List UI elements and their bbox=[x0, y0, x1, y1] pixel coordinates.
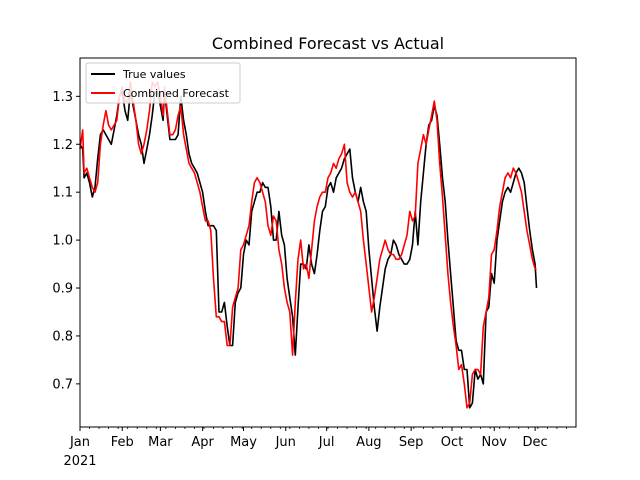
legend-box bbox=[85, 62, 241, 104]
y-tick-label: 1.0 bbox=[52, 234, 73, 249]
x-tick-label: Nov bbox=[482, 435, 508, 450]
y-tick-label: 1.3 bbox=[52, 90, 73, 105]
x-tick-label: Oct bbox=[441, 435, 463, 450]
x-tick-label: Sep bbox=[399, 435, 424, 450]
y-tick-label: 0.7 bbox=[52, 377, 73, 392]
x-tick-label: Apr bbox=[191, 435, 214, 450]
x-tick-label: Jun bbox=[275, 435, 296, 450]
y-axis: 0.7 0.8 0.9 1.0 1.1 1.2 1.3 bbox=[52, 90, 80, 392]
legend-label-true-values: True values bbox=[122, 68, 186, 81]
y-tick-label: 1.1 bbox=[52, 186, 73, 201]
x-axis: 2021 Jan Feb Mar Apr May Jun Jul Aug Sep Oct Nov De… bbox=[63, 427, 567, 469]
legend-label-combined-forecast: Combined Forecast bbox=[123, 87, 230, 100]
plot-frame bbox=[79, 57, 577, 428]
x-tick-label: Mar bbox=[148, 435, 173, 450]
x-tick-label: Jan bbox=[69, 435, 90, 450]
x-tick-label: Aug bbox=[356, 435, 381, 450]
x-tick-label: May bbox=[230, 435, 257, 450]
x-year-label: 2021 bbox=[63, 454, 96, 469]
legend: True values Combined Forecast bbox=[85, 62, 241, 104]
x-tick-label: Dec bbox=[523, 435, 548, 450]
series-group bbox=[79, 81, 538, 409]
x-tick-label: Jul bbox=[318, 435, 335, 450]
y-tick-label: 0.9 bbox=[52, 282, 73, 297]
y-tick-label: 0.8 bbox=[52, 329, 73, 344]
x-tick-label: Feb bbox=[111, 435, 134, 450]
chart-title: Combined Forecast vs Actual bbox=[212, 34, 444, 53]
plot-area bbox=[79, 57, 577, 428]
series-line-true-values bbox=[79, 90, 538, 409]
y-tick-label: 1.2 bbox=[52, 138, 73, 153]
